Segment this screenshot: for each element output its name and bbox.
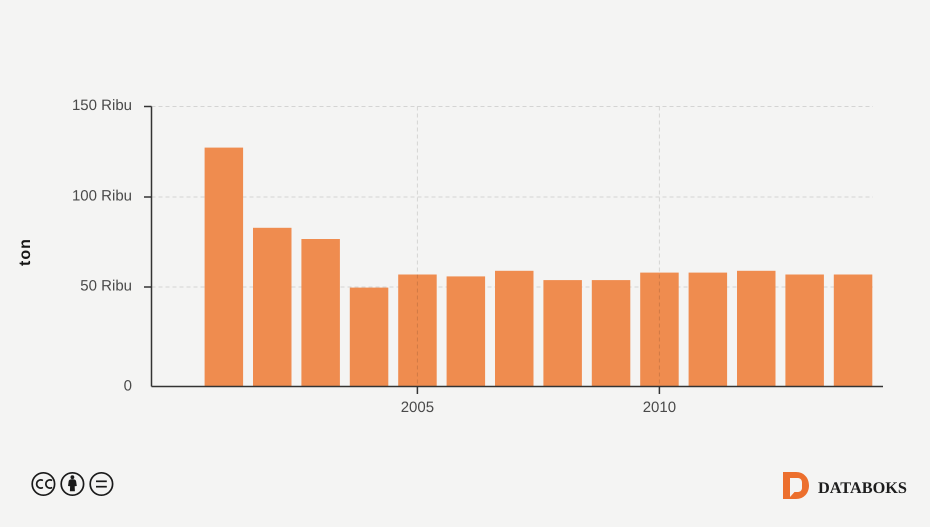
svg-text:100 Ribu: 100 Ribu bbox=[72, 188, 132, 205]
svg-text:0: 0 bbox=[124, 378, 132, 395]
svg-text:2005: 2005 bbox=[401, 399, 434, 416]
svg-text:150 Ribu: 150 Ribu bbox=[72, 97, 132, 114]
svg-text:DATABOKS: DATABOKS bbox=[818, 478, 907, 497]
svg-text:2010: 2010 bbox=[643, 399, 676, 416]
svg-text:50 Ribu: 50 Ribu bbox=[80, 278, 132, 295]
svg-text:ton: ton bbox=[17, 238, 34, 266]
